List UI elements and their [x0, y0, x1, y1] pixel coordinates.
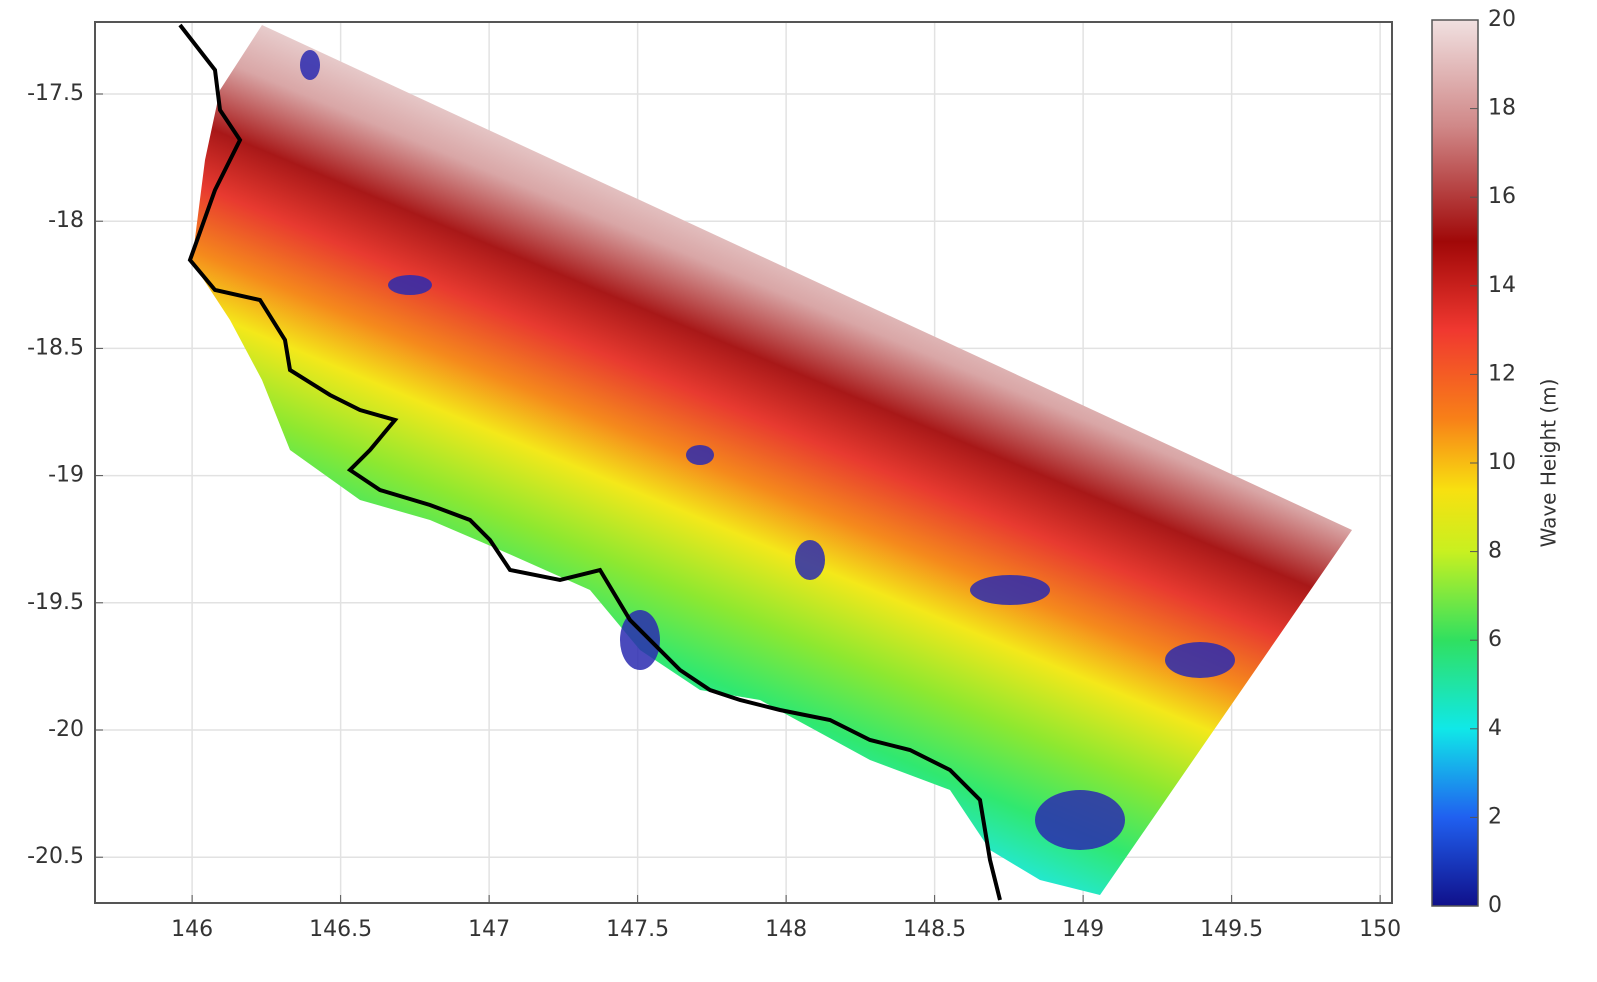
colorbar-label: Wave Height (m): [1537, 379, 1561, 548]
colorbar-tick-label: 8: [1488, 539, 1502, 564]
colorbar-tick-label: 12: [1488, 361, 1516, 386]
colorbar-tick-label: 4: [1488, 716, 1502, 741]
colorbar: [1431, 19, 1479, 907]
y-tick-label: -19: [48, 463, 84, 488]
colorbar-tick-label: 16: [1488, 184, 1516, 209]
x-tick-label: 150: [1359, 917, 1401, 942]
x-tick-label: 148: [765, 917, 807, 942]
colorbar-tick-label: 0: [1488, 893, 1502, 918]
colorbar-tick-label: 14: [1488, 273, 1516, 298]
y-tick-label: -17.5: [27, 81, 84, 106]
x-tick-label: 149.5: [1200, 917, 1263, 942]
y-tick-label: -20.5: [27, 844, 84, 869]
y-tick-label: -19.5: [27, 590, 84, 615]
x-tick-label: 147.5: [606, 917, 669, 942]
colorbar-tick-label: 2: [1488, 804, 1502, 829]
coastline: [178, 23, 1002, 901]
x-tick-label: 147: [468, 917, 510, 942]
colorbar-tick-label: 18: [1488, 96, 1516, 121]
x-tick-label: 148.5: [903, 917, 966, 942]
x-tick-label: 146: [171, 917, 213, 942]
plot-frame: [94, 21, 1393, 904]
wave-field: [192, 25, 1352, 895]
colorbar-tick-label: 10: [1488, 450, 1516, 475]
y-tick-label: -18: [48, 208, 84, 233]
shallow-patches: [300, 50, 1235, 850]
colorbar-tick-label: 6: [1488, 627, 1502, 652]
y-tick-label: -20: [48, 717, 84, 742]
x-tick-label: 149: [1062, 917, 1104, 942]
x-tick-label: 146.5: [309, 917, 372, 942]
y-tick-label: -18.5: [27, 335, 84, 360]
colorbar-tick-label: 20: [1488, 7, 1516, 32]
